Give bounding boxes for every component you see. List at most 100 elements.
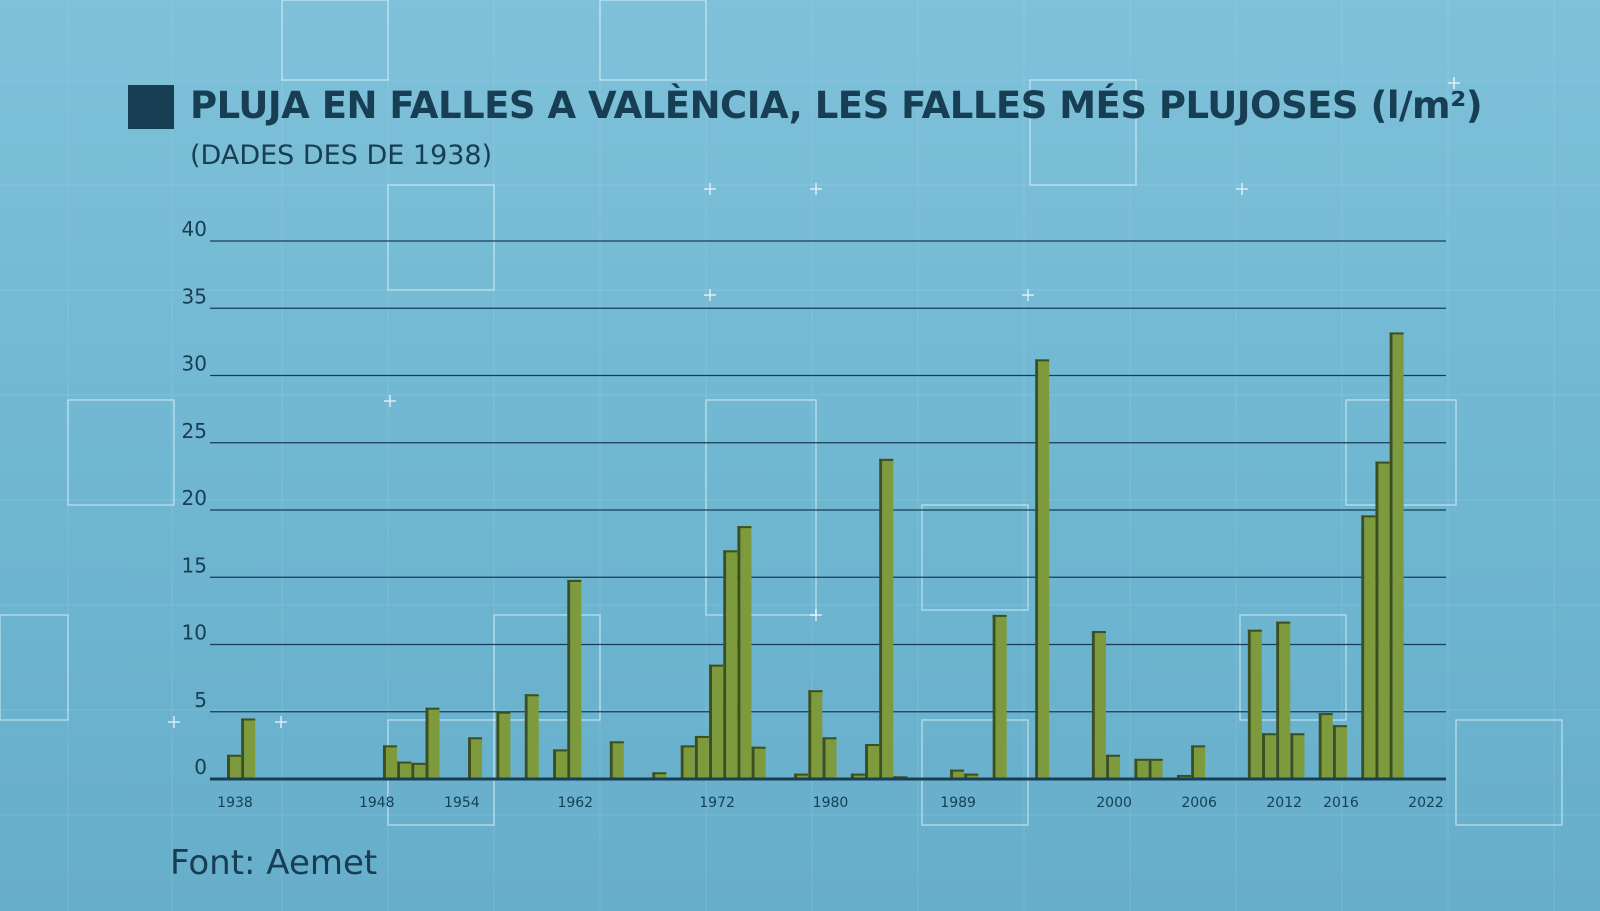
bar (1364, 515, 1376, 779)
bar (1265, 733, 1277, 779)
chart-title: PLUJA EN FALLES A VALÈNCIA, LES FALLES M… (190, 84, 1483, 127)
bar-top (1134, 758, 1149, 761)
bar-side (382, 745, 386, 779)
bar (953, 769, 965, 779)
bar-top (1389, 332, 1404, 335)
bar-top (1191, 745, 1206, 748)
bar-side (397, 761, 401, 779)
bar-side (879, 458, 883, 779)
y-tick-label: 35 (182, 284, 207, 308)
bar (1335, 725, 1347, 779)
bar-side (751, 746, 755, 779)
bar-top (865, 744, 880, 747)
bar-side (609, 741, 613, 779)
bar-side (737, 526, 741, 779)
bar-side (1247, 629, 1251, 779)
bar-top (964, 773, 979, 776)
x-tick-label: 1989 (940, 795, 976, 811)
bar (697, 735, 709, 779)
bar-side (567, 579, 571, 779)
bar (655, 772, 667, 779)
bar (1392, 332, 1404, 779)
bar (797, 773, 809, 779)
bar-side (964, 773, 968, 779)
bar-top (723, 550, 738, 553)
bar (556, 749, 568, 779)
bar (428, 707, 440, 779)
bar-top (737, 526, 752, 529)
bar-side (524, 694, 528, 779)
bar (1179, 774, 1191, 779)
bar-side (865, 744, 869, 779)
bar-side (1290, 733, 1294, 779)
bar-top (950, 769, 965, 772)
bar-top (241, 718, 256, 721)
bar (882, 458, 894, 779)
bar-top (794, 773, 809, 776)
bar-side (425, 707, 429, 779)
bar-side (950, 769, 954, 779)
bar-side (1106, 754, 1110, 779)
bar-side (1332, 725, 1336, 779)
bar-top (1318, 713, 1333, 716)
bar (1250, 629, 1262, 779)
bar-top (227, 754, 241, 757)
bar (868, 744, 880, 779)
bar-side (1134, 758, 1138, 779)
bar-side (468, 737, 472, 779)
bar (967, 773, 979, 779)
bar (995, 614, 1007, 779)
bar-side (1176, 774, 1180, 779)
bar (1038, 359, 1050, 779)
chart-subtitle: (DADES DES DE 1938) (190, 140, 493, 171)
x-tick-label: 1954 (444, 795, 480, 811)
bar-side (1318, 713, 1322, 779)
bar-top (879, 458, 894, 461)
bar (1321, 713, 1333, 779)
bar-side (1375, 461, 1379, 779)
bar (825, 737, 837, 779)
bar-top (609, 741, 624, 744)
bar-top (1247, 629, 1262, 632)
bar (400, 761, 412, 779)
bar-side (992, 614, 996, 779)
bar-top (694, 735, 709, 738)
bar-side (850, 773, 854, 779)
y-tick-label: 40 (182, 217, 207, 241)
bar-top (1148, 758, 1163, 761)
bar-side (680, 745, 684, 779)
bar-top (1035, 359, 1050, 362)
bar (1151, 758, 1163, 779)
bar-top (382, 745, 397, 748)
bar-side (1262, 733, 1266, 779)
bar (726, 550, 738, 779)
bar-top (751, 746, 766, 749)
bar (612, 741, 624, 779)
bar (527, 694, 539, 779)
bar (230, 754, 241, 779)
bar-top (850, 773, 865, 776)
x-tick-label: 1980 (813, 795, 849, 811)
bar (1137, 758, 1149, 779)
bar-side (496, 711, 500, 779)
bar-side (553, 749, 557, 779)
y-tick-label: 0 (194, 755, 207, 779)
bar-side (652, 772, 656, 779)
title-marker-square (128, 85, 174, 129)
bar (853, 773, 865, 779)
y-tick-label: 20 (182, 486, 207, 510)
bar (244, 718, 256, 779)
bar-top (808, 690, 823, 693)
bar-side (694, 735, 698, 779)
bar-side (1191, 745, 1195, 779)
bar-top (411, 762, 426, 765)
bar-top (1332, 725, 1347, 728)
bar-top (709, 664, 724, 667)
bar (740, 526, 752, 779)
x-tick-label: 1938 (217, 795, 253, 811)
bar-side (411, 762, 415, 779)
y-tick-label: 5 (194, 688, 207, 712)
bar-top (1375, 461, 1390, 464)
bar-side (723, 550, 727, 779)
